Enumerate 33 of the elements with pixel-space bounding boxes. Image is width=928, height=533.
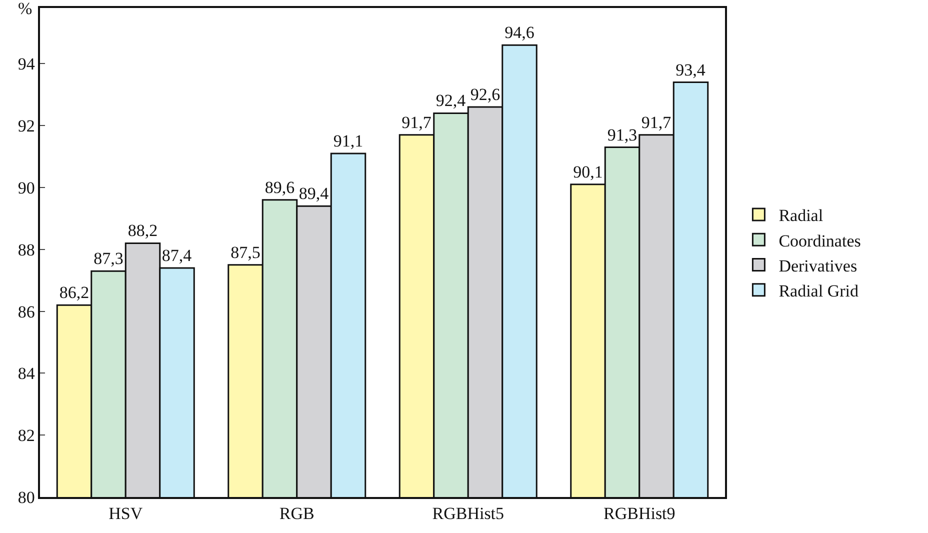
y-tick-label: 92 [18, 116, 35, 136]
data-label: 87,5 [230, 242, 260, 262]
data-label: 89,4 [298, 184, 330, 204]
data-label: 92,4 [436, 91, 466, 110]
x-tick-label: RGB [279, 504, 314, 524]
x-tick-label: RGBHist5 [432, 504, 504, 524]
y-axis-title: % [18, 0, 32, 18]
data-label: 93,4 [676, 60, 706, 80]
x-tick-label: HSV [108, 504, 144, 524]
data-label: 90,1 [573, 162, 603, 182]
y-tick-label: 90 [18, 178, 35, 198]
data-label: 92,6 [470, 85, 500, 104]
data-label: 87,4 [162, 246, 192, 265]
legend-label: Coordinates [778, 231, 861, 250]
y-tick-label: 80 [18, 488, 35, 507]
x-tick-label: RGBHist9 [603, 504, 676, 524]
y-tick-label: 88 [18, 240, 35, 260]
y-tick-label: 86 [18, 302, 35, 322]
data-label: 88,2 [128, 221, 158, 240]
y-tick-label: 94 [18, 54, 36, 74]
y-tick-label: 84 [18, 364, 36, 384]
data-label: 89,6 [264, 178, 295, 197]
data-label: 91,7 [641, 112, 672, 132]
legend-label: Derivatives [778, 256, 858, 276]
data-label: 91,7 [402, 112, 432, 132]
data-label: 87,3 [94, 249, 124, 268]
y-tick-label: 82 [18, 426, 35, 446]
data-label: 94,6 [504, 23, 534, 42]
legend-label: Radial [778, 206, 824, 226]
data-label: 91,3 [607, 125, 638, 144]
data-label: 91,1 [333, 131, 364, 150]
data-label: 86,2 [59, 283, 90, 302]
legend-label: Radial Grid [778, 281, 859, 300]
